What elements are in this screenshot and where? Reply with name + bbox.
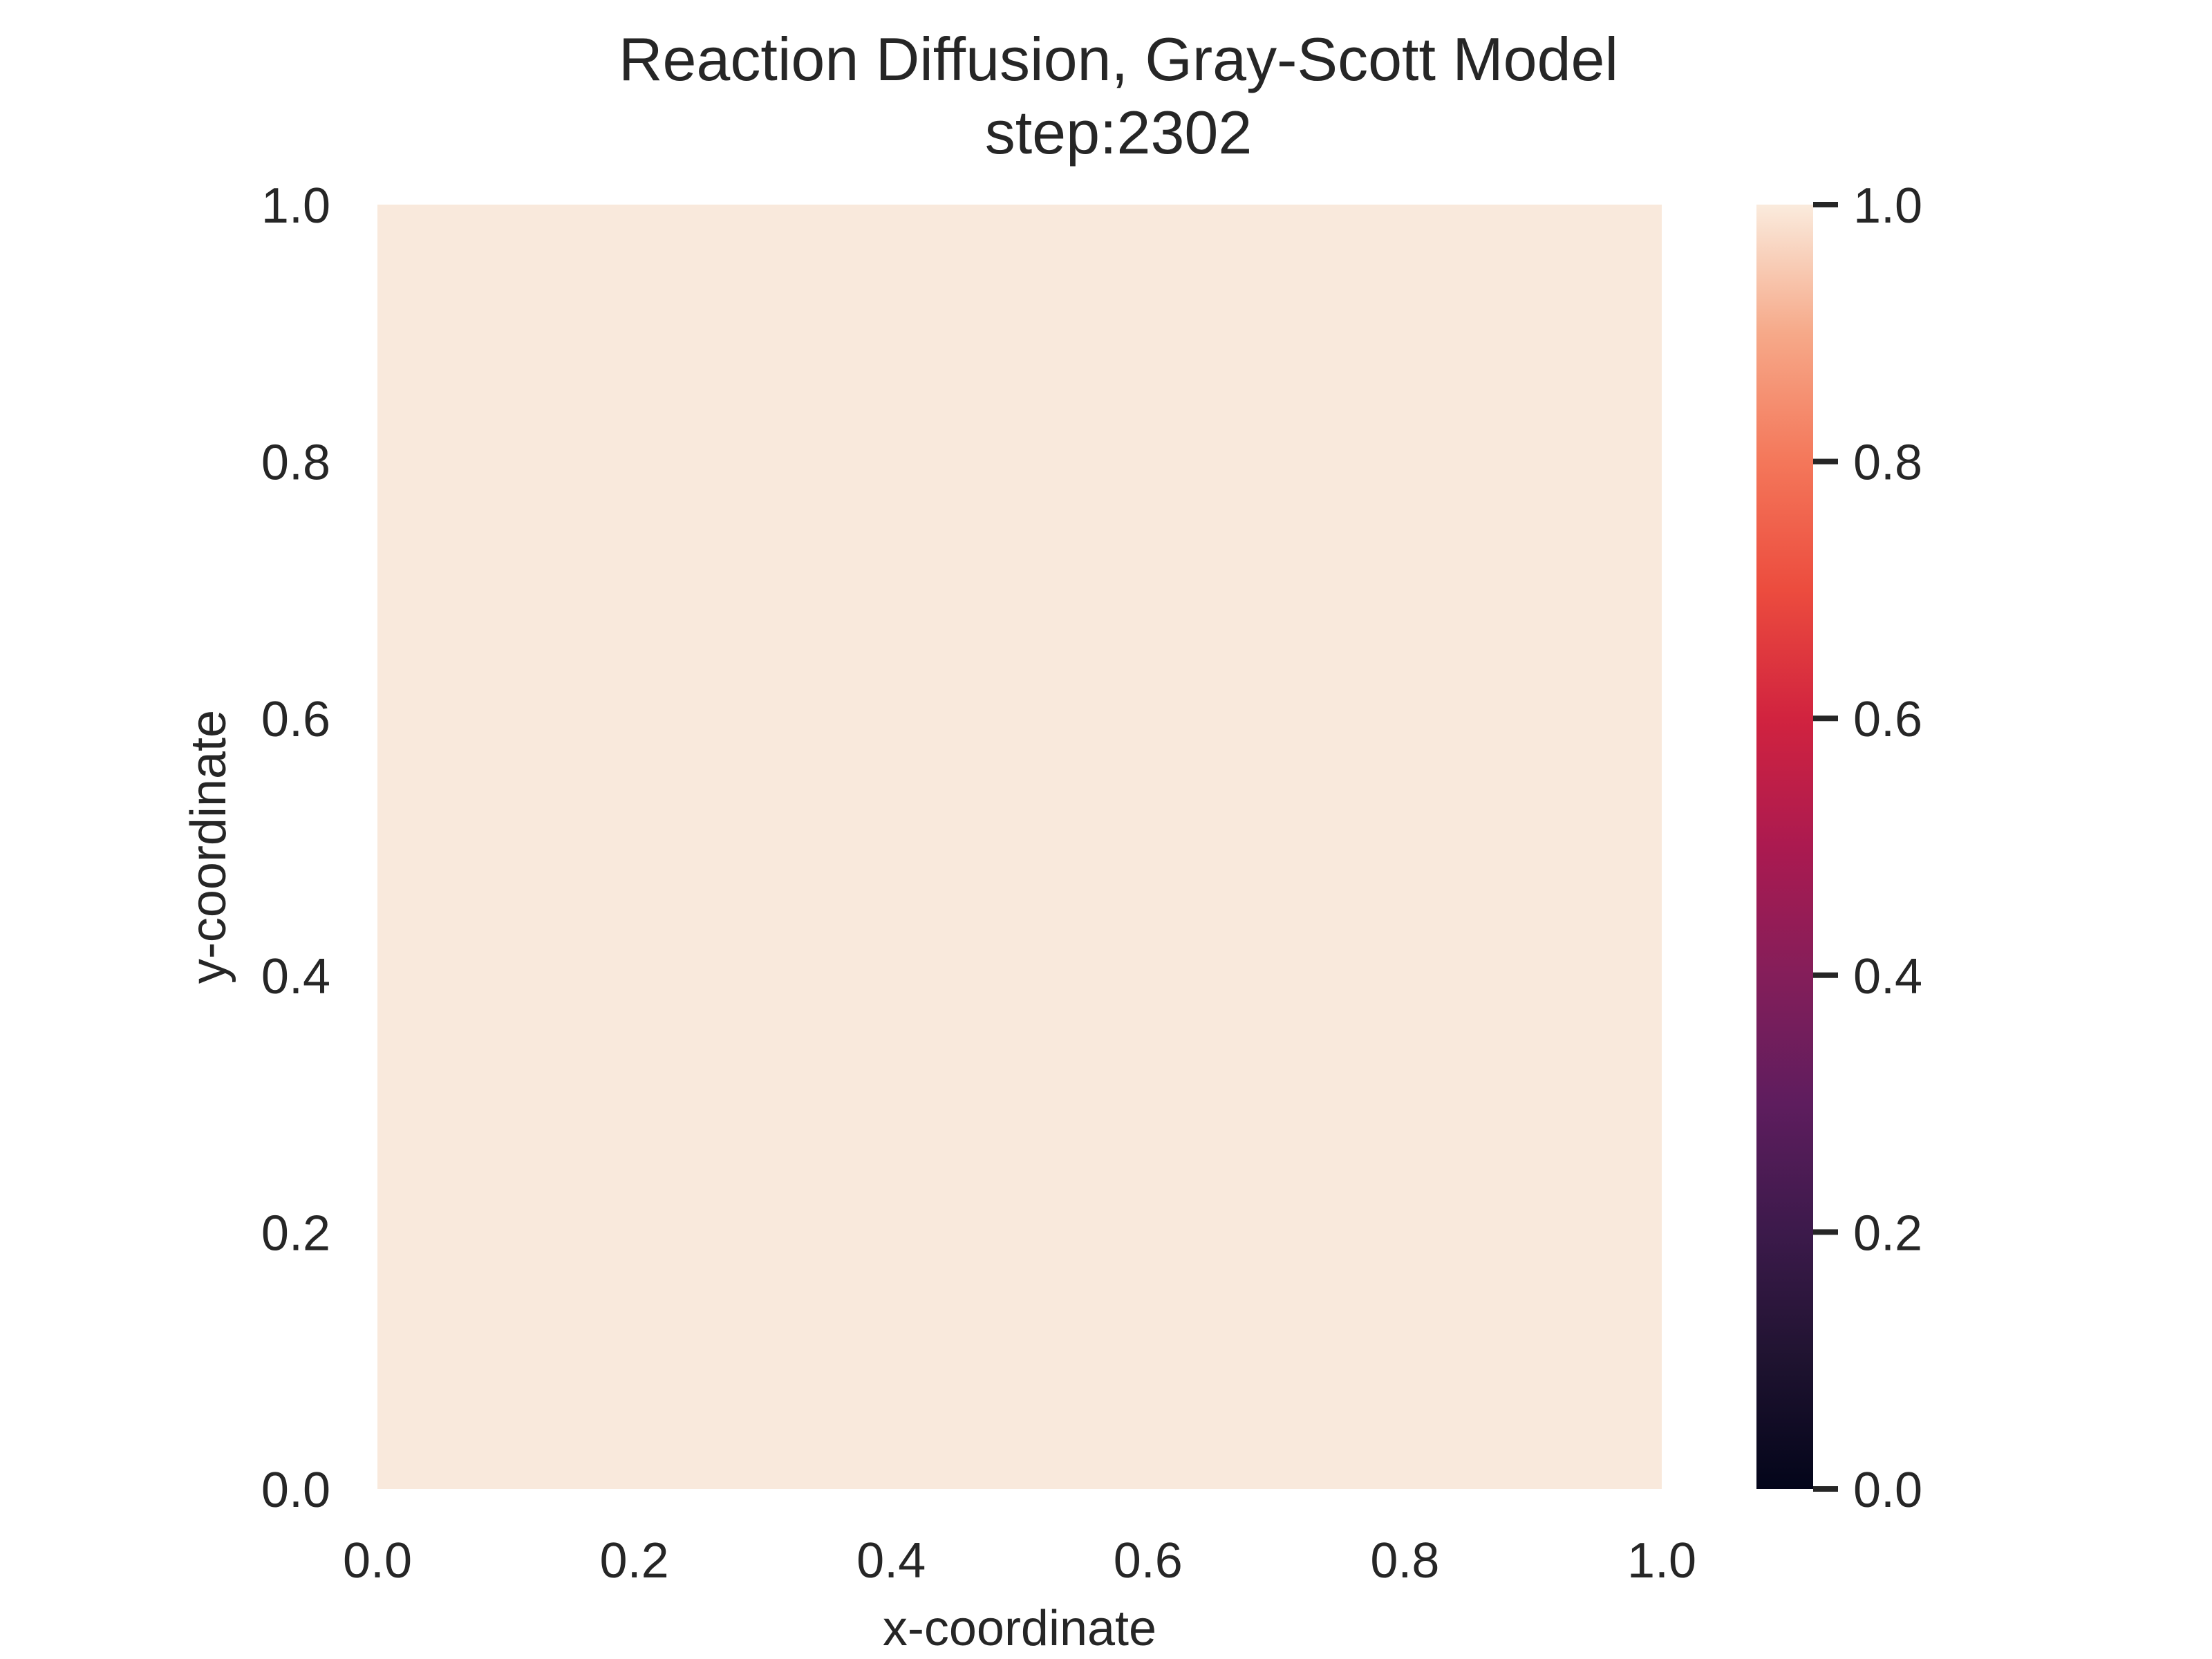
- x-tick-label: 0.8: [1370, 1533, 1439, 1588]
- x-tick-label: 0.4: [856, 1533, 926, 1588]
- x-tick-label: 1.0: [1627, 1533, 1696, 1588]
- y-tick-label: 0.4: [261, 949, 330, 1004]
- x-tick-label: 0.2: [600, 1533, 669, 1588]
- x-tick-label: 0.0: [343, 1533, 412, 1588]
- x-tick-label: 0.6: [1114, 1533, 1183, 1588]
- y-tick-label: 1.0: [261, 178, 330, 234]
- colorbar-tick-label: 0.2: [1853, 1206, 1922, 1261]
- y-axis-label: y-coordinate: [181, 710, 236, 984]
- colorbar: [1756, 205, 1813, 1489]
- chart-title: Reaction Diffusion, Gray-Scott Model: [619, 25, 1618, 93]
- y-tick-label: 0.2: [261, 1206, 330, 1261]
- heatmap-field: [377, 205, 1662, 1489]
- chart-subtitle: step:2302: [985, 98, 1253, 167]
- y-tick-labels: 0.0 0.2 0.4 0.6 0.8 1.0: [261, 178, 330, 1518]
- y-tick-label: 0.0: [261, 1463, 330, 1518]
- colorbar-tick-label: 0.8: [1853, 435, 1922, 491]
- colorbar-tick-label: 1.0: [1853, 178, 1922, 234]
- colorbar-ticks: 0.0 0.2 0.4 0.6 0.8 1.0: [1813, 178, 1922, 1518]
- x-tick-labels: 0.0 0.2 0.4 0.6 0.8 1.0: [343, 1533, 1696, 1588]
- colorbar-tick-label: 0.6: [1853, 692, 1922, 747]
- y-tick-label: 0.8: [261, 435, 330, 491]
- colorbar-tick-label: 0.4: [1853, 949, 1922, 1004]
- colorbar-tick-label: 0.0: [1853, 1463, 1922, 1518]
- y-tick-label: 0.6: [261, 692, 330, 747]
- x-axis-label: x-coordinate: [883, 1601, 1156, 1656]
